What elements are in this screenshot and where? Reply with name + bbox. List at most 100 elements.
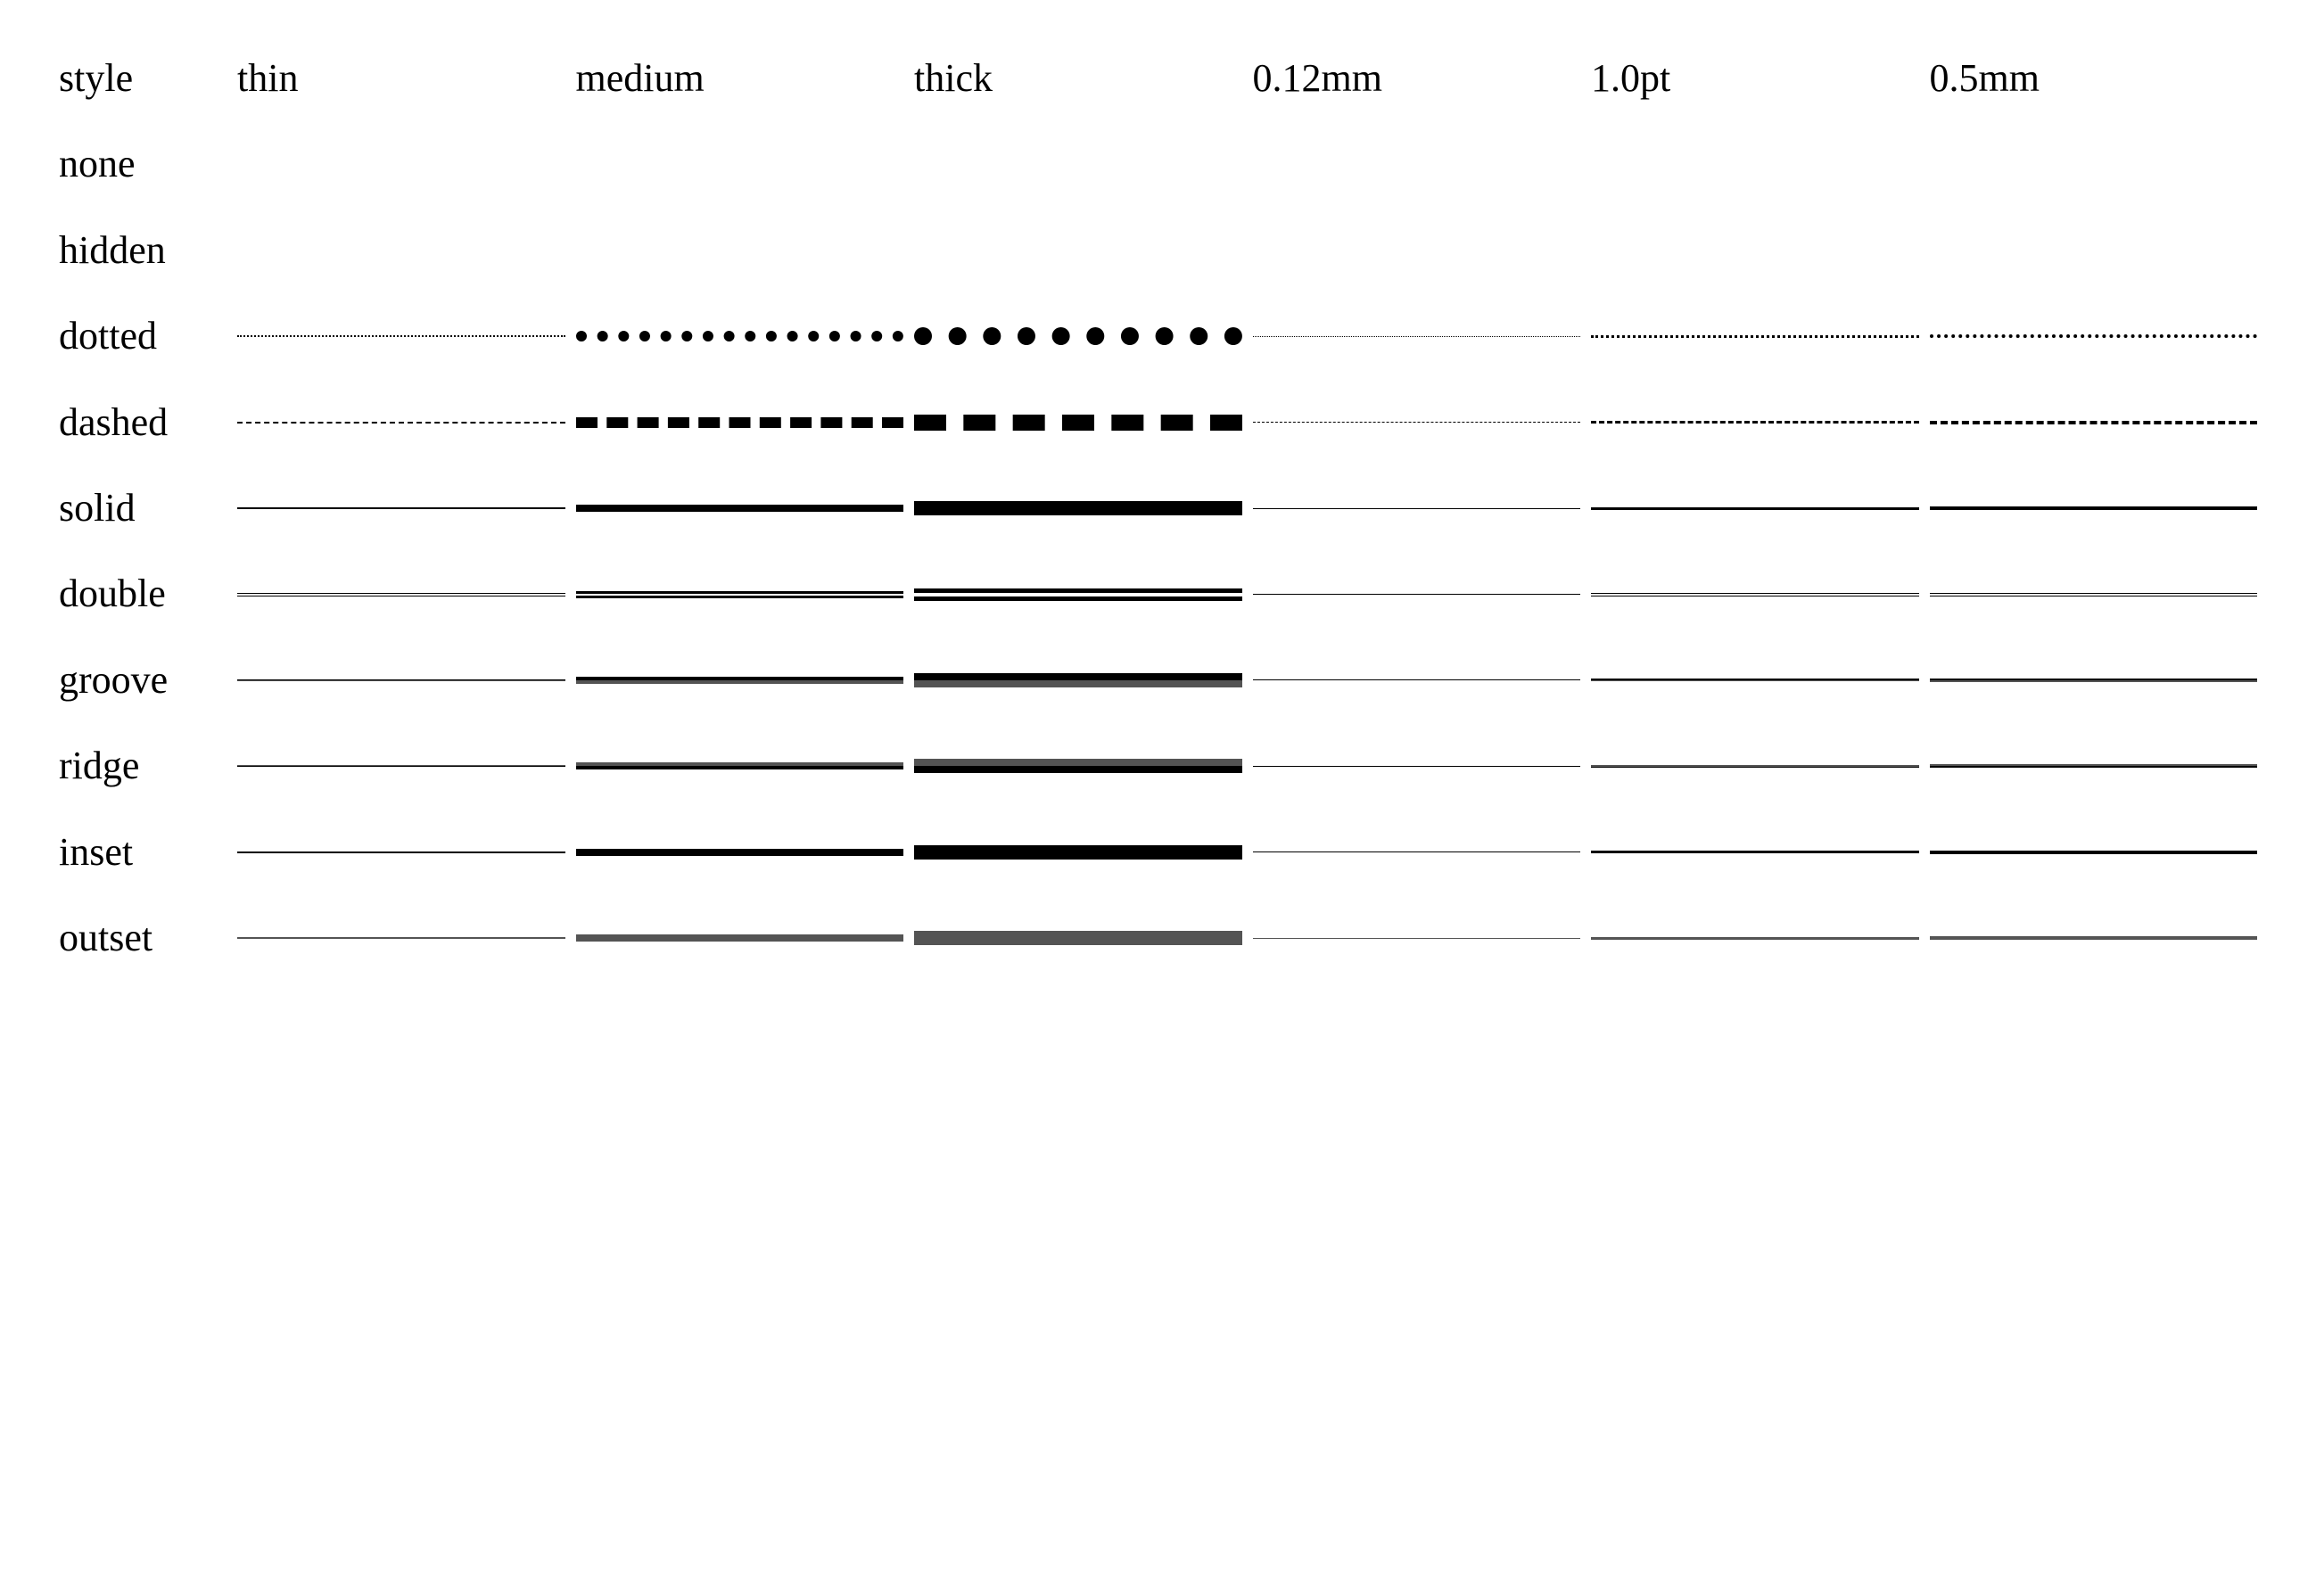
cell-dashed-05mm (1925, 399, 2263, 446)
cell-inset-05mm (1925, 829, 2263, 876)
cell-solid-thick (909, 480, 1248, 537)
cell-hidden-05mm (1925, 229, 2263, 272)
cell-inset-012mm (1248, 830, 1587, 874)
cell-none-10pt (1586, 144, 1925, 186)
cell-groove-05mm (1925, 657, 2263, 703)
border-sample-solid-thin (237, 507, 565, 509)
border-sample-solid-medium (576, 505, 904, 512)
cell-dashed-10pt (1586, 399, 1925, 445)
cell-groove-medium (571, 655, 910, 705)
cell-outset-thin (232, 916, 571, 960)
cell-hidden-thick (909, 229, 1248, 272)
cell-inset-thin (232, 830, 571, 875)
border-sample-solid-05mm (1930, 506, 2258, 510)
border-sample-solid-thick (914, 501, 1242, 515)
cell-solid-10pt (1586, 486, 1925, 531)
border-sample-outset-05mm (1930, 936, 2258, 940)
border-sample-double-012mm (1253, 594, 1581, 595)
border-sample-groove-10pt (1591, 679, 1919, 681)
col-header-medium: medium (571, 36, 910, 121)
col-header-thin: thin (232, 36, 571, 121)
border-sample-inset-medium (576, 849, 904, 856)
row-label-inset: inset (54, 810, 232, 895)
cell-none-thick (909, 144, 1248, 186)
cell-dotted-05mm (1925, 313, 2263, 359)
cell-dotted-thin (232, 314, 571, 358)
cell-outset-medium (571, 913, 910, 963)
border-sample-solid-012mm (1253, 508, 1581, 509)
border-sample-double-thick (914, 588, 1242, 601)
border-style-table: stylethinmediumthick0.12mm1.0pt0.5mmnone… (54, 36, 2262, 981)
cell-hidden-10pt (1586, 229, 1925, 272)
cell-ridge-thin (232, 744, 571, 788)
border-sample-double-medium (576, 591, 904, 598)
border-sample-outset-10pt (1591, 937, 1919, 940)
row-label-groove: groove (54, 638, 232, 723)
cell-inset-thick (909, 824, 1248, 881)
border-sample-outset-012mm (1253, 938, 1581, 939)
border-sample-dotted-thick (914, 327, 1242, 345)
cell-groove-thick (909, 652, 1248, 709)
cell-dotted-thick (909, 306, 1248, 366)
border-sample-inset-05mm (1930, 851, 2258, 854)
cell-groove-thin (232, 658, 571, 703)
border-sample-double-thin (237, 593, 565, 596)
cell-none-012mm (1248, 144, 1587, 186)
cell-dotted-10pt (1586, 314, 1925, 359)
border-sample-dotted-10pt (1591, 335, 1919, 338)
border-sample-inset-012mm (1253, 851, 1581, 852)
cell-none-thin (232, 144, 571, 186)
border-sample-dashed-05mm (1930, 421, 2258, 424)
cell-dashed-thick (909, 393, 1248, 452)
border-sample-outset-thick (914, 931, 1242, 945)
cell-double-012mm (1248, 572, 1587, 616)
border-sample-outset-thin (237, 937, 565, 939)
cell-outset-thick (909, 909, 1248, 967)
border-sample-dotted-thin (237, 335, 565, 337)
cell-ridge-012mm (1248, 745, 1587, 788)
cell-double-05mm (1925, 572, 2263, 618)
border-sample-groove-05mm (1930, 679, 2258, 682)
border-sample-dotted-012mm (1253, 336, 1581, 337)
row-label-solid: solid (54, 465, 232, 551)
cell-outset-05mm (1925, 915, 2263, 961)
row-label-ridge: ridge (54, 723, 232, 809)
cell-hidden-thin (232, 229, 571, 272)
cell-hidden-medium (571, 229, 910, 272)
border-sample-double-05mm (1930, 593, 2258, 596)
border-sample-inset-thin (237, 851, 565, 853)
col-header-012mm: 0.12mm (1248, 36, 1587, 121)
border-sample-inset-thick (914, 845, 1242, 860)
border-sample-dashed-012mm (1253, 422, 1581, 423)
cell-ridge-medium (571, 741, 910, 791)
border-sample-dotted-05mm (1930, 334, 2258, 338)
col-header-05mm: 0.5mm (1925, 36, 2263, 121)
border-sample-double-10pt (1591, 593, 1919, 596)
border-sample-dashed-10pt (1591, 421, 1919, 424)
row-label-dotted: dotted (54, 293, 232, 379)
col-header-10pt: 1.0pt (1586, 36, 1925, 121)
border-sample-dashed-thick (914, 415, 1242, 431)
border-sample-groove-thin (237, 679, 565, 681)
cell-none-05mm (1925, 144, 2263, 186)
cell-double-medium (571, 570, 910, 620)
row-label-hidden: hidden (54, 208, 232, 293)
cell-groove-10pt (1586, 657, 1925, 703)
row-label-none: none (54, 121, 232, 207)
border-sample-outset-medium (576, 934, 904, 942)
row-label-outset: outset (54, 895, 232, 981)
border-sample-groove-thick (914, 673, 1242, 687)
cell-double-thin (232, 572, 571, 618)
border-sample-groove-medium (576, 677, 904, 684)
border-sample-dotted-medium (576, 331, 904, 341)
border-sample-ridge-medium (576, 762, 904, 769)
border-sample-dashed-medium (576, 417, 904, 428)
cell-ridge-10pt (1586, 744, 1925, 789)
border-sample-ridge-05mm (1930, 764, 2258, 768)
cell-dashed-medium (571, 396, 910, 449)
border-sample-ridge-10pt (1591, 765, 1919, 768)
cell-solid-thin (232, 486, 571, 531)
cell-hidden-012mm (1248, 229, 1587, 272)
border-sample-ridge-thick (914, 759, 1242, 773)
cell-none-medium (571, 144, 910, 186)
